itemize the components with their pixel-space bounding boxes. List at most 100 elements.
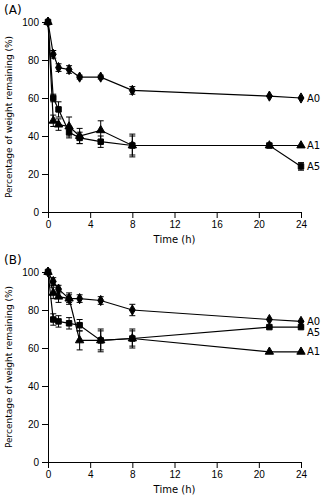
error-bar (66, 318, 72, 329)
tick: 12 (169, 212, 181, 230)
plot: 04812162024020406080100Time (h)Percentag… (4, 17, 320, 245)
tick-label: 20 (254, 469, 266, 480)
tick-label: 8 (130, 219, 136, 230)
error-bar (129, 331, 135, 346)
marker (297, 347, 305, 354)
tick-label: 20 (28, 419, 40, 430)
tick: 20 (28, 169, 48, 180)
series (45, 19, 304, 170)
marker (130, 143, 135, 148)
tick-mark (175, 212, 176, 218)
tick-mark (90, 212, 91, 218)
tick-label: 12 (169, 219, 181, 230)
tick: 16 (212, 212, 224, 230)
marker (298, 93, 304, 103)
marker (98, 72, 104, 82)
tick-mark (42, 98, 48, 99)
tick-label: 16 (212, 219, 224, 230)
tick: 40 (28, 131, 48, 142)
tick: 24 (296, 462, 308, 480)
tick-mark (90, 462, 91, 468)
series (44, 267, 305, 354)
series-label: A1 (307, 346, 320, 357)
error-bar (98, 331, 104, 350)
tick-mark (132, 212, 133, 218)
line (48, 272, 301, 340)
marker (129, 85, 135, 95)
tick-mark (42, 174, 48, 175)
series (45, 267, 304, 326)
error-bar (50, 94, 56, 102)
tick: 20 (254, 212, 266, 230)
tick-mark (217, 212, 218, 218)
tick-label: 40 (28, 381, 40, 392)
tick-label: 40 (28, 131, 40, 142)
marker (266, 91, 272, 101)
tick-label: 0 (46, 469, 52, 480)
tick: 80 (28, 55, 48, 66)
tick-label: 0 (33, 207, 39, 218)
axis-line (49, 463, 302, 469)
tick-label: 24 (296, 219, 308, 230)
tick-mark (42, 60, 48, 61)
marker (56, 63, 62, 73)
y-axis-title: Percentage of weight remaining (%) (4, 36, 14, 198)
marker (77, 135, 82, 140)
marker (44, 17, 52, 24)
y-axis: 020406080100 (22, 267, 48, 468)
tick-label: 16 (212, 469, 224, 480)
line (48, 22, 301, 146)
tick-label: 60 (28, 343, 40, 354)
tick-mark (42, 386, 48, 387)
tick: 60 (28, 343, 48, 354)
error-bar (298, 163, 304, 171)
series (45, 17, 304, 103)
tick-mark (301, 212, 302, 218)
series-label: A5 (307, 327, 320, 338)
tick: 16 (212, 462, 224, 480)
tick-label: 4 (88, 219, 94, 230)
error-bar (98, 136, 104, 147)
panel: (B)04812162024020406080100Time (h)Percen… (4, 253, 320, 495)
tick: 24 (296, 212, 308, 230)
marker (267, 324, 272, 329)
x-axis: 0 4 8 12 16 20 24 (46, 462, 308, 480)
tick: 60 (28, 93, 48, 104)
marker (65, 294, 73, 301)
tick: 8 (130, 212, 136, 230)
tick-mark (259, 212, 260, 218)
axis-line (42, 23, 49, 213)
tick-mark (259, 462, 260, 468)
axis-line (49, 213, 302, 219)
error-bar (129, 304, 135, 315)
x-axis-title: Time (h) (153, 484, 196, 495)
tick-label: 100 (22, 267, 39, 278)
marks (44, 267, 305, 354)
tick-mark (42, 462, 48, 463)
series (45, 269, 304, 350)
y-axis: 0 20 40 60 80 100 (22, 17, 48, 218)
marker (267, 143, 272, 148)
error-bar (129, 134, 135, 157)
tick: 12 (169, 462, 181, 480)
tick: 40 (28, 381, 48, 392)
title: (B) (4, 253, 22, 267)
axis-line (42, 273, 49, 463)
tick: 8 (130, 462, 136, 480)
tick-label: 0 (33, 457, 39, 468)
tick-mark (42, 212, 48, 213)
tick-label: 20 (254, 219, 266, 230)
tick-mark (132, 462, 133, 468)
panel: (A)04812162024020406080100Time (h)Percen… (4, 3, 320, 245)
marker (56, 107, 61, 112)
tick: 4 (88, 462, 94, 480)
series (44, 17, 305, 157)
plot: 04812162024020406080100Time (h)Percentag… (4, 267, 320, 495)
error-bar (98, 329, 104, 352)
error-bar (77, 320, 83, 331)
marker (130, 336, 135, 341)
tick: 100 (22, 17, 48, 28)
tick-label: 0 (46, 219, 52, 230)
y-axis-title: Percentage of weight remaining (%) (4, 286, 14, 448)
marker (297, 141, 305, 148)
